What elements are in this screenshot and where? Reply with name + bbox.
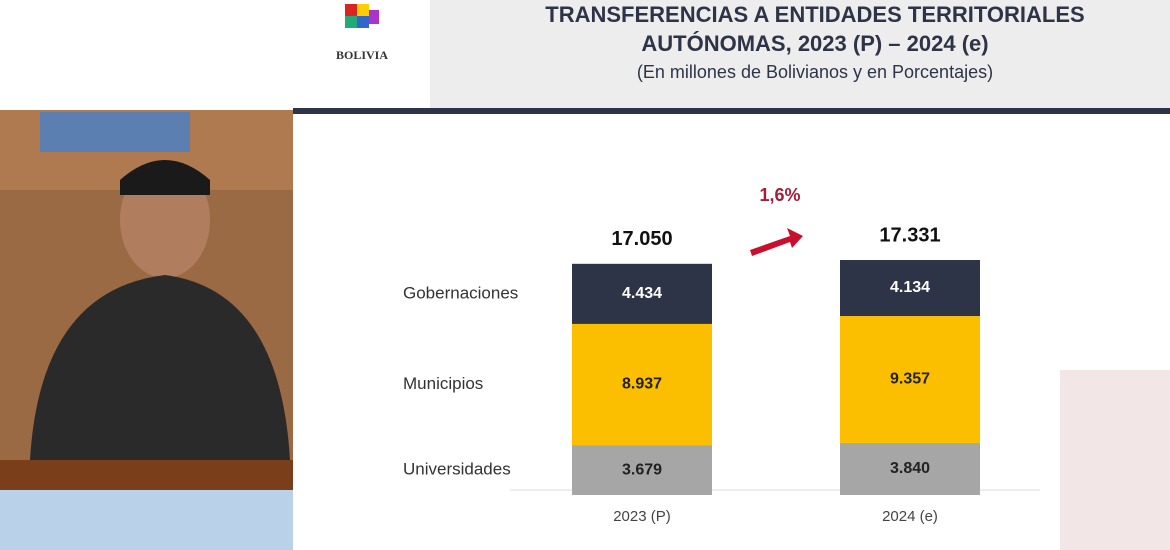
legend-label: Municipios <box>403 374 483 393</box>
data-label: 8.937 <box>622 376 662 393</box>
total-label: 17.331 <box>879 224 940 246</box>
logo-text: BOLIVIA <box>336 48 388 62</box>
data-label: 3.679 <box>622 461 662 478</box>
logo: BOLIVIA <box>336 4 388 62</box>
bar-segment <box>840 316 980 443</box>
bar-segment <box>840 442 980 495</box>
legend-label: Gobernaciones <box>403 283 518 302</box>
x-tick-label: 2024 (e) <box>882 508 938 525</box>
annotation: 1,6% <box>759 185 800 205</box>
chart-title: TRANSFERENCIAS A ENTIDADES TERRITORIALES <box>545 2 1084 27</box>
bar-segment <box>572 323 712 446</box>
bar-segment <box>572 445 712 495</box>
x-tick-label: 2023 (P) <box>613 508 671 525</box>
background-decoration <box>1060 370 1170 550</box>
bar-segment <box>572 263 712 324</box>
bar-segment <box>840 260 980 317</box>
data-label: 4.434 <box>622 285 662 302</box>
header-rule <box>293 108 1170 114</box>
chart-subtitle: (En millones de Bolivianos y en Porcenta… <box>637 62 993 82</box>
arrow <box>750 228 803 256</box>
chart-title: AUTÓNOMAS, 2023 (P) – 2024 (e) <box>641 31 988 56</box>
data-label: 9.357 <box>890 371 930 388</box>
header-band <box>430 0 1170 108</box>
legend-label: Universidades <box>403 460 511 479</box>
total-label: 17.050 <box>611 228 672 250</box>
video-feed <box>0 110 293 550</box>
data-label: 4.134 <box>890 279 930 296</box>
data-label: 3.840 <box>890 460 930 477</box>
